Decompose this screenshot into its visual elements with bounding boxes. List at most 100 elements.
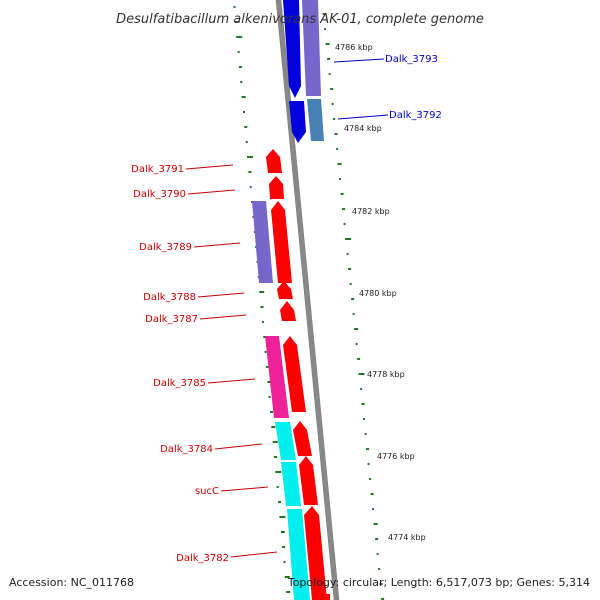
feature-dalk-3792[interactable] <box>307 99 324 141</box>
gc-tick <box>375 538 379 540</box>
gc-tick <box>333 118 336 120</box>
feature-track <box>252 0 330 600</box>
feature-dalk-3793[interactable] <box>302 0 321 96</box>
gc-tick <box>233 6 236 8</box>
position-label: 4778 kbp <box>367 370 405 379</box>
gene-label-dalk-3785[interactable]: Dalk_3785 <box>153 378 206 389</box>
gc-tick <box>367 463 370 465</box>
gc-tick <box>328 73 331 75</box>
gc-tick <box>342 208 346 210</box>
gc-tick <box>275 471 282 473</box>
gc-tick <box>340 193 344 195</box>
gc-tick <box>327 58 331 60</box>
cds-dalk-3787[interactable] <box>280 301 296 321</box>
position-label: 4780 kbp <box>359 289 397 298</box>
gc-tick <box>346 253 349 255</box>
gc-tick <box>345 238 352 240</box>
gc-tick <box>248 171 252 173</box>
gc-tick <box>379 583 383 585</box>
gc-tick <box>381 598 385 600</box>
gc-tick <box>339 178 342 180</box>
gc-tick <box>361 403 365 405</box>
feature-dalk-3789[interactable] <box>252 201 273 283</box>
cds-dalk-3782[interactable] <box>304 506 327 600</box>
gene-label-dalk-3790[interactable]: Dalk_3790 <box>133 189 186 200</box>
gene-label-dalk-3784[interactable]: Dalk_3784 <box>160 444 213 455</box>
callout-dalk-3788 <box>197 292 245 298</box>
gc-tick <box>330 88 334 90</box>
gene-label-dalk-3793[interactable]: Dalk_3793 <box>385 54 438 65</box>
gc-tick <box>247 156 253 158</box>
callout-dalk-3785 <box>207 378 256 384</box>
callout-dalk-3784 <box>214 443 263 450</box>
gc-tick <box>243 111 245 113</box>
feature-dalk-3784[interactable] <box>275 422 296 460</box>
gc-tick <box>264 351 267 353</box>
cds-partial-bottom[interactable] <box>318 594 330 600</box>
feature-succ[interactable] <box>281 462 301 506</box>
gc-tick <box>234 21 238 23</box>
callout-dalk-3789 <box>193 242 241 248</box>
callout-dalk-3792 <box>337 114 389 120</box>
gc-tick <box>244 126 248 128</box>
gc-tick <box>360 388 363 390</box>
gc-tick <box>240 81 243 83</box>
gc-tick <box>352 313 355 315</box>
cds-dalk-3790[interactable] <box>269 176 284 199</box>
gc-tick <box>370 493 374 495</box>
gc-tick <box>363 418 366 420</box>
feature-dalk-3782[interactable] <box>287 509 310 600</box>
cds-dalk-3791[interactable] <box>266 149 282 173</box>
gc-tick <box>372 508 375 510</box>
gc-tick <box>276 486 279 488</box>
gc-tick <box>349 283 352 285</box>
map-title: Desulfatibacillum alkenivorans AK-01, co… <box>116 12 484 27</box>
gc-tick <box>265 366 269 368</box>
gc-tick <box>284 576 290 578</box>
gene-label-dalk-3787[interactable]: Dalk_3787 <box>145 314 198 325</box>
gc-tick <box>378 568 381 570</box>
feature-dalk-3785[interactable] <box>265 336 289 418</box>
gc-tick <box>364 433 367 435</box>
gene-label-dalk-3792[interactable]: Dalk_3792 <box>389 110 442 121</box>
gc-tick <box>358 373 365 375</box>
callout-dalk-3793 <box>333 58 385 63</box>
gc-tick <box>280 531 285 533</box>
gc-tick <box>322 13 326 15</box>
gc-tick <box>343 223 346 225</box>
position-label: 4786 kbp <box>335 43 373 52</box>
gc-tick <box>337 163 342 165</box>
gene-label-dalk-3791[interactable]: Dalk_3791 <box>131 164 184 175</box>
label-callouts <box>185 58 389 558</box>
cds-dalk-3785[interactable] <box>283 336 306 412</box>
gc-tick <box>245 141 248 143</box>
gc-tick <box>324 28 327 30</box>
gc-tick <box>279 516 286 518</box>
gc-tick <box>355 343 358 345</box>
gc-tick <box>268 396 271 398</box>
gc-tick <box>331 103 334 105</box>
cds-dalk-3788[interactable] <box>277 281 293 299</box>
cds-dalk-3789[interactable] <box>271 201 292 283</box>
cds-succ[interactable] <box>299 456 318 505</box>
callout-dalk-3791 <box>185 164 234 170</box>
cds-dalk-3784[interactable] <box>293 421 312 456</box>
gc-tick <box>286 591 291 593</box>
callout-dalk-3782 <box>230 551 278 558</box>
gc-tick <box>325 43 330 45</box>
gene-label-dalk-3782[interactable]: Dalk_3782 <box>176 553 229 564</box>
cds-dalk-3793[interactable] <box>283 0 301 98</box>
gc-tick <box>373 523 378 525</box>
gc-tick <box>271 426 276 428</box>
gc-tick <box>272 441 278 443</box>
gc-tick <box>376 553 379 555</box>
gc-tick <box>357 358 361 360</box>
gene-label-dalk-3788[interactable]: Dalk_3788 <box>143 292 196 303</box>
cds-dalk-3792[interactable] <box>289 101 306 143</box>
gene-label-succ[interactable]: sucC <box>195 486 219 497</box>
gene-label-dalk-3789[interactable]: Dalk_3789 <box>139 242 192 253</box>
gc-tick <box>278 501 282 503</box>
gc-tick <box>270 411 273 413</box>
callout-dalk-3790 <box>187 189 236 195</box>
